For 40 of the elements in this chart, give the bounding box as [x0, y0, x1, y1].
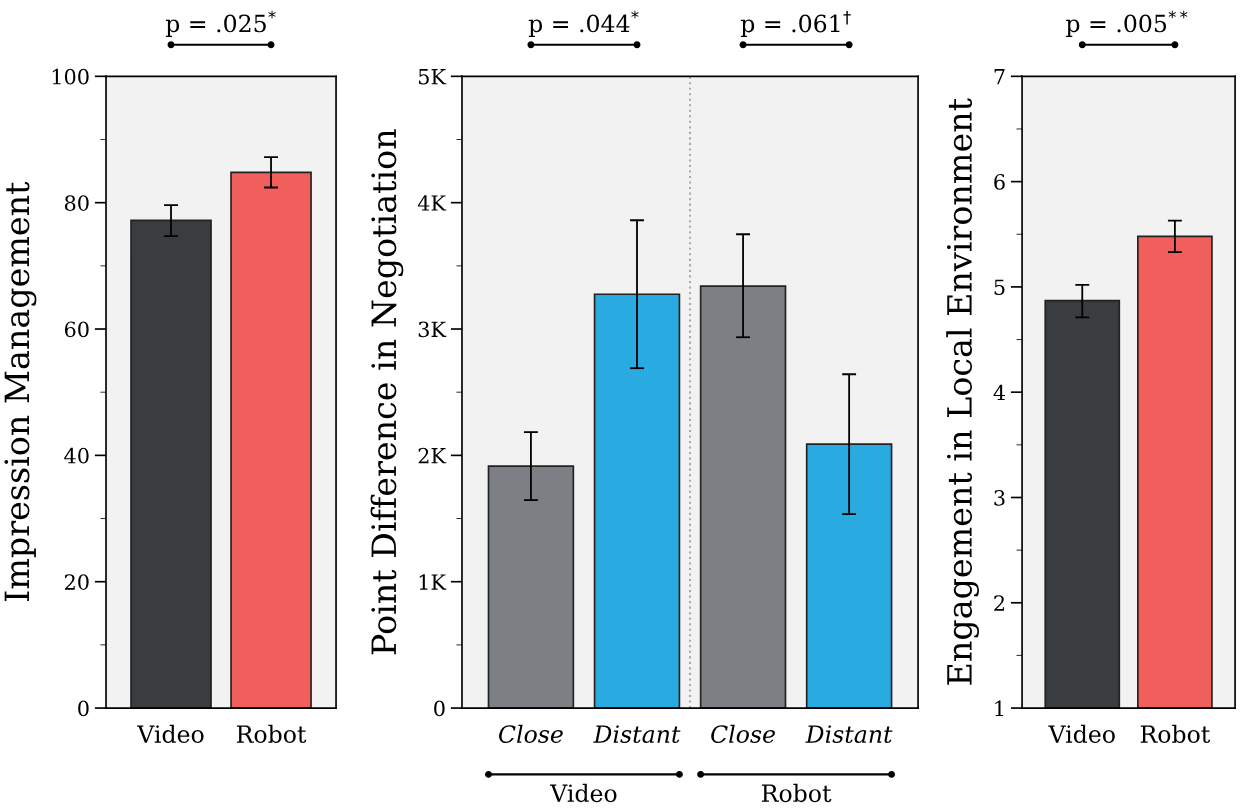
- bar: [805, 443, 893, 709]
- y-tick-label: 100: [52, 68, 89, 85]
- text: Robot: [761, 783, 832, 803]
- bar: [593, 293, 681, 709]
- x-tick-label: Close: [711, 724, 775, 744]
- x-tick-label: Distant: [593, 725, 681, 744]
- x-tick-label: Robot: [236, 724, 307, 744]
- y-tick-label: 80: [64, 195, 89, 211]
- y-axis-title: Point Difference in Negotiation: [370, 129, 404, 655]
- x-tick-label: Video: [1048, 724, 1115, 744]
- y-tick-label: 1K: [419, 574, 447, 590]
- y-tick-label: 5: [994, 279, 1005, 296]
- text: p = .061$^{†}$: [740, 10, 851, 37]
- y-tick-label: 3K: [418, 321, 447, 338]
- y-axis-title: Engagement in Local Environment: [946, 98, 979, 685]
- y-axis-title: Impression Management: [4, 181, 37, 602]
- y-tick-label: 1: [995, 700, 1004, 716]
- text: p = .025$^{*}$: [165, 10, 276, 37]
- y-tick-label: 7: [994, 69, 1005, 85]
- x-tick-label: Close: [499, 724, 563, 744]
- y-tick-label: 2K: [418, 447, 447, 464]
- y-tick-label: 0: [434, 700, 445, 717]
- bar: [699, 285, 787, 709]
- y-tick-label: 6: [994, 174, 1005, 190]
- text: p = .044$^{*}$: [528, 10, 639, 37]
- text: p = .005$^{**}$: [1066, 10, 1188, 37]
- y-tick-label: 60: [64, 321, 89, 338]
- y-tick-label: 4K: [417, 195, 447, 211]
- bar: [487, 465, 575, 709]
- x-tick-label: Video: [137, 724, 204, 744]
- y-tick-label: 4: [993, 384, 1006, 401]
- y-tick-label: 2: [994, 595, 1005, 611]
- y-tick-label: 3: [994, 489, 1005, 506]
- text: Video: [549, 783, 617, 803]
- x-tick-label: Robot: [1140, 724, 1211, 744]
- y-tick-label: 20: [64, 574, 89, 590]
- y-tick-label: 5K: [418, 69, 447, 85]
- x-tick-label: Distant: [805, 725, 893, 744]
- y-tick-label: 0: [78, 700, 89, 717]
- y-tick-label: 40: [64, 447, 89, 464]
